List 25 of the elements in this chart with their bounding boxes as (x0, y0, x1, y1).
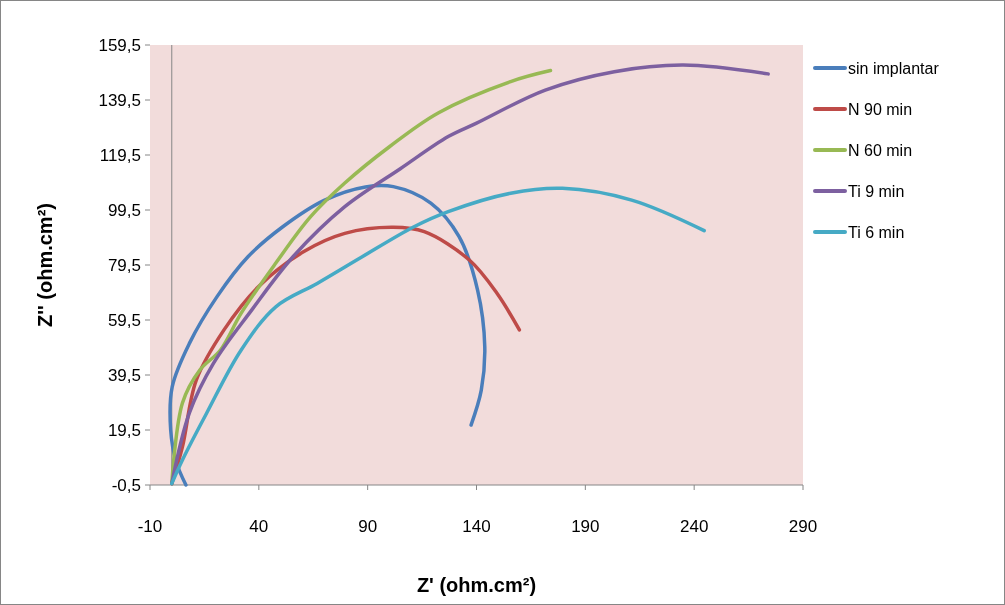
x-tick-label: 290 (788, 517, 818, 536)
legend-label: N 60 min (848, 142, 913, 159)
line-series (168, 183, 487, 487)
y-tick-label: 119,5 (99, 146, 141, 165)
x-tick-label: 240 (679, 517, 709, 536)
y-tick-label: -0,5 (111, 476, 141, 495)
y-tick-label: 39,5 (107, 366, 141, 385)
x-tick-label: 140 (462, 517, 491, 536)
y-tick-label: 19,5 (107, 421, 141, 440)
y-tick-label: 139,5 (98, 91, 141, 110)
legend-label: sin implantar (848, 60, 940, 77)
y-tick-label: 59,5 (107, 311, 141, 330)
y-tick-label: 99,5 (107, 201, 141, 220)
x-tick-label: 190 (571, 517, 600, 536)
legend-label: Ti 6 min (848, 224, 905, 241)
x-tick-label: 90 (358, 517, 378, 536)
y-tick-label: 159,5 (98, 36, 141, 55)
legend-label: N 90 min (848, 101, 913, 118)
x-tick-label: 40 (249, 517, 269, 536)
y-tick-label: 79,5 (107, 256, 141, 275)
legend-label: Ti 9 min (848, 183, 905, 200)
x-axis-title: Z' (ohm.cm²) (416, 574, 537, 596)
line-series (170, 186, 706, 486)
x-tick-label: -10 (137, 517, 163, 536)
y-axis-title: Z'' (ohm.cm²) (34, 203, 56, 327)
